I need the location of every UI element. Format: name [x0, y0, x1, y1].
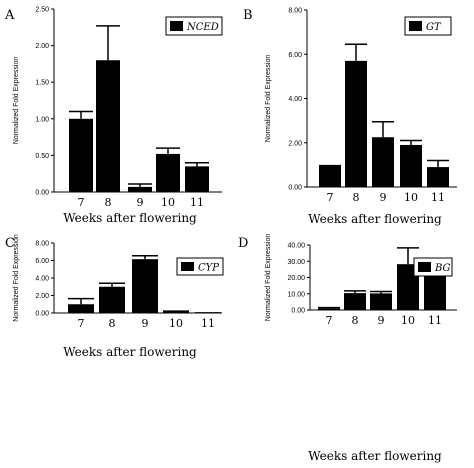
x-tick-label: 9 [137, 196, 144, 209]
x-tick-label: 7 [327, 191, 334, 204]
x-tick-label: 7 [326, 314, 333, 327]
x-tick-label: 9 [380, 191, 387, 204]
chart-panel-c: C 0.00 2.00 4.00 6.00 8.00 Normalized Fold Exp… [5, 234, 224, 359]
x-tick-label: 10 [169, 317, 183, 330]
chart-panel-b: B 0.00 2.00 4.00 6.00 8.00 Normalized Fold Exp… [243, 8, 457, 226]
x-tick-label: 10 [401, 314, 415, 327]
y-tick-label: 30.00 [287, 259, 305, 266]
legend-swatch [181, 262, 194, 271]
x-tick-label: 10 [404, 191, 418, 204]
bar-week-9 [128, 186, 152, 192]
y-tick-label: 20.00 [287, 275, 305, 282]
y-tick-label: 2.00 [35, 293, 49, 300]
bar-week-9 [370, 293, 392, 310]
y-tick-label: 40.00 [287, 243, 305, 250]
y-tick-label: 2.00 [35, 43, 49, 50]
x-axis-label: Weeks after flowering [308, 449, 442, 463]
bar-week-7 [318, 308, 340, 310]
x-axis-label: Weeks after flowering [63, 345, 197, 359]
x-tick-label: 11 [190, 196, 204, 209]
bar-week-10 [400, 144, 422, 187]
x-tick-label: 8 [352, 314, 359, 327]
x-axis-label: Weeks after flowering [308, 212, 442, 226]
y-tick-label: 8.00 [35, 241, 49, 248]
x-tick-label: 8 [105, 196, 112, 209]
x-tick-label: 11 [201, 317, 215, 330]
legend-label: NCED [186, 22, 219, 33]
y-tick-label: 1.50 [35, 80, 49, 87]
y-tick-label: 0.00 [35, 311, 49, 318]
legend-label: CYP [198, 263, 219, 274]
bar-week-8 [345, 60, 367, 188]
y-axis-label: Normalized Fold Expression [13, 57, 20, 145]
bar-week-8 [96, 60, 120, 192]
chart-panel-a: A 0.00 0.50 1.00 1.50 2.00 2.50 Normalized Fold… [4, 7, 223, 225]
y-tick-label: 8.00 [288, 8, 302, 15]
bar-week-11 [427, 167, 449, 187]
y-tick-label: 10.00 [287, 291, 305, 298]
legend-label: GT [426, 22, 442, 33]
x-tick-label: 8 [353, 191, 360, 204]
bar-week-9 [132, 259, 158, 313]
y-tick-label: 4.00 [35, 276, 49, 283]
y-tick-label: 4.00 [288, 96, 302, 103]
x-tick-label: 8 [109, 317, 116, 330]
x-axis-label: Weeks after flowering [63, 211, 197, 225]
y-tick-label: 0.00 [291, 308, 305, 315]
x-tick-label: 10 [161, 196, 175, 209]
y-tick-label: 1.00 [35, 116, 49, 123]
panel-letter: A [4, 8, 15, 23]
x-tick-label: 7 [78, 317, 85, 330]
bar-week-8 [99, 286, 125, 313]
legend-swatch [170, 21, 183, 31]
y-tick-label: 0.50 [35, 153, 49, 160]
y-tick-label: 2.00 [288, 140, 302, 147]
bar-week-11 [195, 312, 221, 313]
chart-panel-d: D 0.00 10.00 20.00 30.00 40.00 Normalized Fold… [238, 234, 457, 463]
bar-week-10 [163, 310, 189, 313]
bar-week-7 [68, 304, 94, 313]
y-tick-label: 0.00 [288, 185, 302, 192]
panel-letter: C [5, 236, 15, 251]
legend-label: BG [434, 263, 451, 274]
bar-week-7 [69, 118, 93, 192]
y-axis-label: Normalized Fold Expression [265, 234, 272, 322]
x-tick-label: 11 [428, 314, 442, 327]
bar-week-10 [156, 153, 180, 192]
y-tick-label: 0.00 [35, 190, 49, 197]
y-tick-label: 6.00 [35, 258, 49, 265]
x-tick-label: 11 [431, 191, 445, 204]
bar-week-7 [319, 164, 341, 187]
x-tick-label: 7 [78, 196, 85, 209]
legend-swatch [409, 21, 422, 31]
bar-week-9 [372, 137, 394, 187]
x-tick-label: 9 [142, 317, 149, 330]
x-tick-label: 9 [378, 314, 385, 327]
bar-week-8 [344, 293, 366, 310]
panel-letter: D [238, 236, 248, 251]
y-axis-label: Normalized Fold Expression [265, 55, 272, 143]
legend-swatch [418, 262, 431, 272]
bar-week-11 [185, 166, 209, 192]
y-axis-label: Normalized Fold Expression [13, 234, 20, 322]
y-tick-label: 6.00 [288, 52, 302, 59]
bar-week-11 [424, 269, 446, 310]
y-tick-label: 2.50 [35, 7, 49, 14]
panel-letter: B [243, 8, 253, 23]
